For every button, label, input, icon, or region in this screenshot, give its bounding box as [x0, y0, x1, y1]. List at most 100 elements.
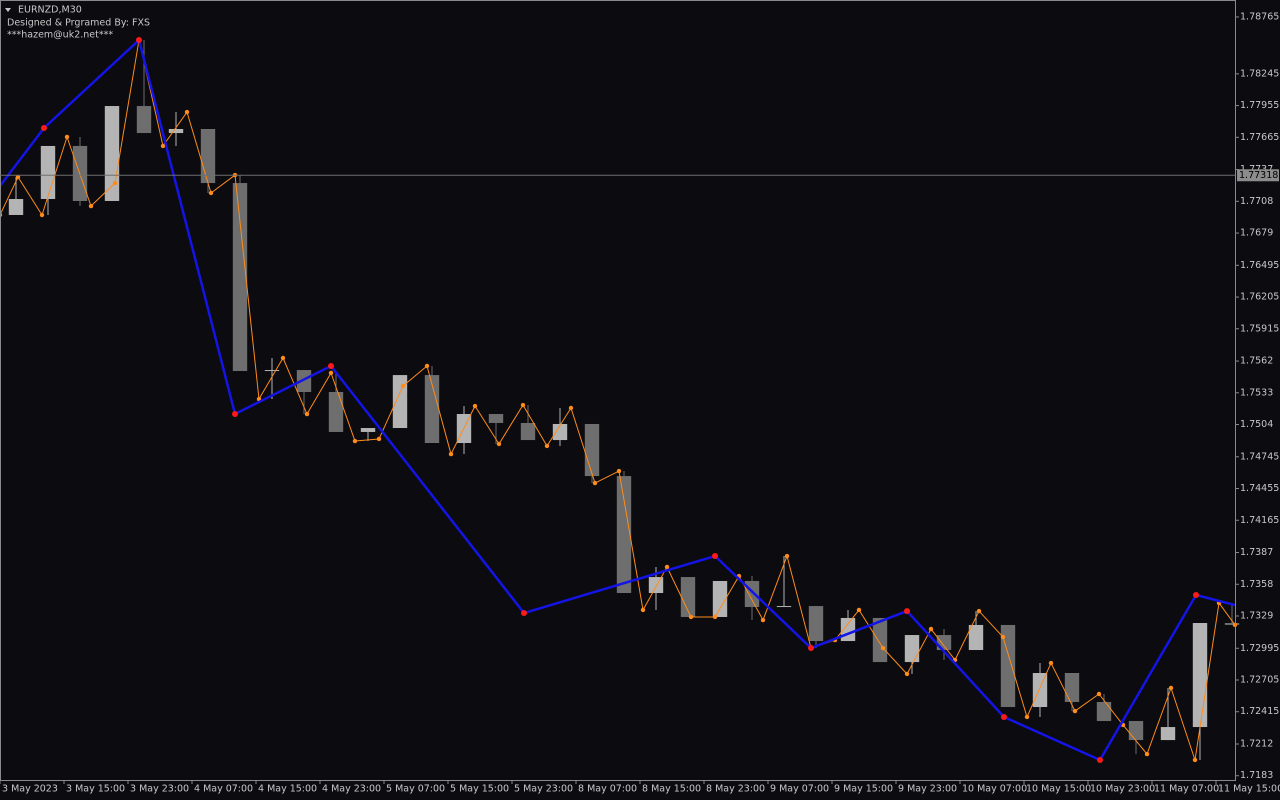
- zigzag-point: [496, 441, 502, 447]
- dropdown-icon[interactable]: [5, 8, 11, 12]
- candle-body: [872, 617, 888, 663]
- zigzag-point: [784, 553, 790, 559]
- zigzag-point: [568, 405, 574, 411]
- y-tick-label: 1.78245: [1240, 68, 1279, 79]
- x-tick-label: 11 May 07:00: [1154, 784, 1219, 795]
- y-tick-label: 1.76495: [1240, 260, 1279, 271]
- candle-body: [968, 624, 984, 651]
- x-tick-label: 4 May 15:00: [258, 784, 317, 795]
- y-tick-label: 1.72705: [1240, 674, 1279, 685]
- x-tick-label: 9 May 23:00: [898, 784, 957, 795]
- zigzag-point: [448, 451, 454, 457]
- candle-body: [648, 577, 664, 594]
- zigzag-point: [1168, 685, 1174, 691]
- x-tick-label: 10 May 23:00: [1090, 784, 1155, 795]
- annotation: ***hazem@uk2.net***: [7, 30, 113, 41]
- candle-body: [8, 199, 24, 215]
- zigzag-point: [232, 411, 238, 418]
- zigzag-point: [688, 614, 694, 620]
- candle-body: [264, 370, 280, 372]
- candle-body: [1192, 622, 1208, 728]
- zigzag-point: [880, 645, 886, 651]
- zigzag-point: [520, 402, 526, 408]
- zigzag-point: [280, 355, 286, 361]
- zigzag-point: [904, 608, 910, 615]
- y-tick-label: 1.77665: [1240, 132, 1279, 143]
- chart-title: EURNZD,M30: [18, 5, 82, 16]
- candle-body: [744, 580, 760, 608]
- candle-body: [328, 392, 344, 432]
- zigzag-point: [400, 383, 406, 389]
- zigzag-point: [15, 174, 21, 180]
- zigzag-point: [352, 438, 358, 444]
- candle-body: [40, 145, 56, 200]
- candle-body: [712, 580, 728, 617]
- candle-body: [520, 422, 536, 441]
- zigzag-point: [1096, 691, 1102, 697]
- y-tick-label: 1.76205: [1240, 292, 1279, 303]
- chart-subtitle: Designed & Prgramed By: FXS: [7, 18, 150, 29]
- zigzag-point: [328, 362, 334, 369]
- zigzag-point: [808, 645, 814, 652]
- candle-body: [680, 577, 696, 617]
- x-tick-label: 8 May 15:00: [642, 784, 701, 795]
- candle-body: [1096, 701, 1112, 722]
- zigzag-point: [544, 443, 550, 449]
- zigzag-lines: [0, 37, 1238, 763]
- plot-frame: [0, 0, 1236, 781]
- zigzag-point: [521, 610, 527, 617]
- candle-body: [616, 476, 632, 594]
- zigzag-point: [424, 363, 430, 369]
- zigzag-point: [1048, 660, 1054, 666]
- zigzag-point: [64, 134, 70, 140]
- candle-body: [360, 428, 376, 432]
- x-tick-label: 10 May 15:00: [1026, 784, 1091, 795]
- zigzag-point: [760, 617, 766, 623]
- x-tick-label: 3 May 15:00: [66, 784, 125, 795]
- zigzag-point: [1001, 713, 1007, 720]
- candle-body: [424, 375, 440, 444]
- y-tick-label: 1.7708: [1240, 196, 1273, 207]
- y-tick-label: 1.75915: [1240, 323, 1279, 334]
- candles: [8, 40, 1240, 760]
- x-tick-label: 4 May 07:00: [194, 784, 253, 795]
- zigzag-point: [88, 203, 94, 209]
- y-tick-label: 1.74165: [1240, 515, 1279, 526]
- candle-body: [232, 183, 248, 372]
- y-tick-label: 1.72415: [1240, 706, 1279, 717]
- candle-body: [1160, 727, 1176, 741]
- zigzag-point: [1097, 756, 1103, 763]
- zigzag-point: [39, 212, 45, 218]
- candle-body: [904, 635, 920, 663]
- candle-body: [1064, 672, 1080, 702]
- zigzag-point: [1072, 708, 1078, 714]
- zigzag-point: [712, 553, 718, 560]
- y-tick-label: 1.7533: [1240, 387, 1273, 398]
- x-tick-label: 4 May 23:00: [322, 784, 381, 795]
- zigzag-point: [928, 626, 934, 632]
- candle-body: [808, 606, 824, 642]
- x-tick-label: 10 May 07:00: [962, 784, 1027, 795]
- candle-body: [776, 606, 792, 608]
- y-tick-label: 1.7387: [1240, 547, 1273, 558]
- zigzag-point: [136, 37, 142, 44]
- x-tick-label: 8 May 23:00: [706, 784, 765, 795]
- zigzag-point: [112, 180, 118, 186]
- y-tick-label: 1.74745: [1240, 451, 1279, 462]
- zigzag-point: [184, 109, 190, 115]
- x-tick-label: 5 May 07:00: [386, 784, 445, 795]
- zigzag-point: [1144, 751, 1150, 757]
- zigzag-point: [328, 370, 334, 376]
- y-tick-label: 1.7679: [1240, 228, 1273, 239]
- zigzag-point: [208, 190, 214, 196]
- candle-body: [552, 423, 568, 441]
- current-price-box: [1237, 169, 1279, 182]
- x-tick-label: 5 May 15:00: [450, 784, 509, 795]
- candle-body: [1224, 622, 1240, 625]
- zigzag-point: [1193, 591, 1199, 598]
- y-tick-label: 1.74455: [1240, 483, 1279, 494]
- zigzag-point: [616, 468, 622, 474]
- zigzag-point: [1192, 757, 1198, 763]
